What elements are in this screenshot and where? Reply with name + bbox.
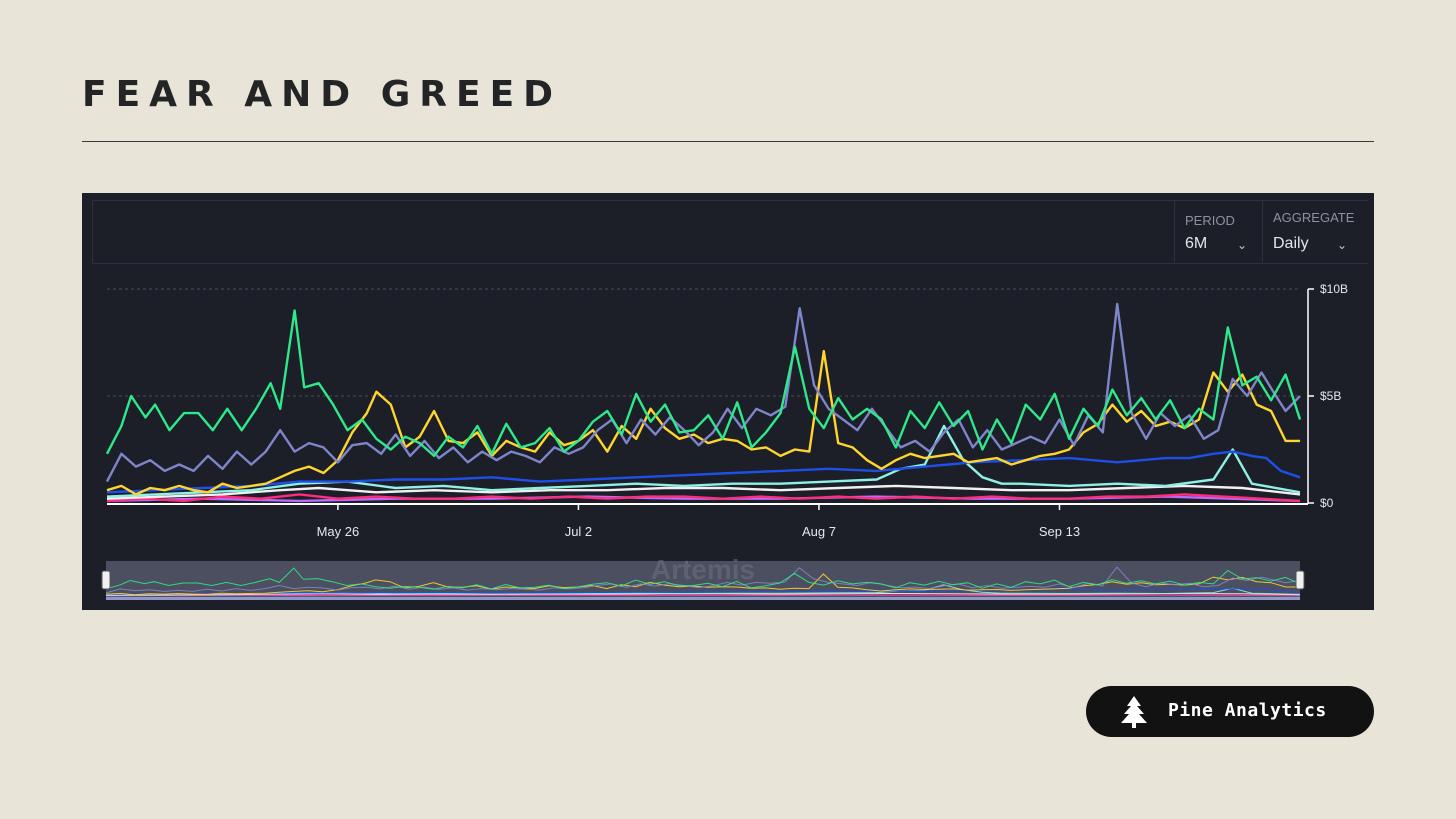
navigator-baseline <box>106 597 1300 600</box>
chart-grid <box>107 288 1300 397</box>
chevron-down-icon: ⌄ <box>1237 238 1248 252</box>
series-line <box>106 493 1301 503</box>
aggregate-label: AGGREGATE <box>1273 210 1355 225</box>
brand-name: Pine Analytics <box>1168 700 1327 721</box>
pine-tree-icon <box>1121 696 1147 728</box>
watermark-text: Artemis <box>651 554 755 585</box>
chart-series <box>105 302 1302 503</box>
y-tick-label: $0 <box>1320 496 1334 510</box>
x-tick-label: Aug 7 <box>802 524 836 539</box>
chevron-down-icon: ⌄ <box>1337 238 1348 252</box>
navigator-series-line <box>105 588 1301 595</box>
x-tick-label: Jul 2 <box>565 524 592 539</box>
series-line <box>105 302 1301 483</box>
aggregate-value: Daily <box>1273 235 1309 252</box>
navigator-series-line <box>105 594 1301 597</box>
period-label: PERIOD <box>1185 213 1235 228</box>
period-dropdown[interactable]: PERIOD 6M ⌄ <box>1174 200 1263 262</box>
title-divider <box>82 141 1374 142</box>
chart-panel: PERIOD 6M ⌄ AGGREGATE Daily ⌄ $10B $5B $0 M… <box>82 193 1374 610</box>
range-navigator: Artemis <box>101 554 1305 600</box>
line-chart: $10B $5B $0 May 26 Jul 2 Aug 7 Sep 13 Artemis <box>101 282 1348 600</box>
x-tick-label: Sep 13 <box>1039 524 1080 539</box>
slide-title: FEAR AND GREED <box>82 74 563 115</box>
series-line <box>105 309 1302 458</box>
navigator-handle-right[interactable] <box>1295 570 1305 590</box>
chart-toolbar <box>92 200 1368 264</box>
brand-badge: Pine Analytics <box>1086 686 1374 737</box>
period-value: 6M <box>1185 235 1208 252</box>
navigator-series-line <box>105 567 1301 590</box>
navigator-handle-left[interactable] <box>101 570 111 590</box>
y-tick-label: $10B <box>1320 282 1348 296</box>
y-tick-label: $5B <box>1320 389 1341 403</box>
series-line <box>106 450 1301 494</box>
aggregate-dropdown[interactable]: AGGREGATE Daily ⌄ <box>1262 200 1367 262</box>
x-tick-label: May 26 <box>317 524 360 539</box>
series-line <box>106 484 1301 500</box>
chart-axes: $10B $5B $0 May 26 Jul 2 Aug 7 Sep 13 <box>107 282 1348 539</box>
